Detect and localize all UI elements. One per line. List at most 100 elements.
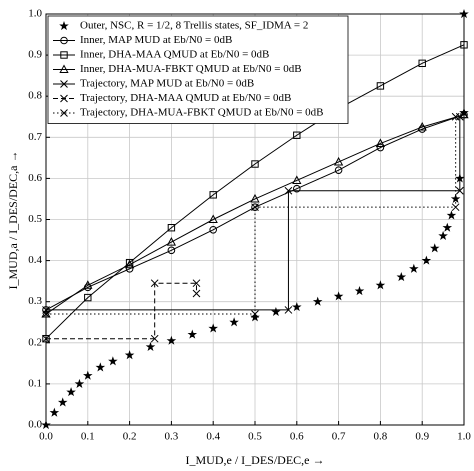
- x-tick-label: 0.8: [374, 431, 388, 443]
- marker: [208, 214, 218, 223]
- y-tick-label: 0.7: [28, 131, 42, 143]
- marker: [333, 291, 344, 301]
- marker: [375, 280, 386, 290]
- marker: [292, 175, 302, 184]
- marker: [459, 107, 469, 117]
- marker: [41, 308, 51, 318]
- legend-marker: [59, 64, 69, 73]
- y-tick-label: 0.4: [28, 254, 42, 266]
- marker: [150, 334, 159, 343]
- y-axis-label: I_MUD,a / I_DES/DEC,a →: [6, 151, 20, 290]
- marker: [376, 143, 385, 152]
- marker: [187, 329, 198, 339]
- legend-label: Inner, DHA-MUA-FBKT QMUD at Eb/N0 = 0dB: [80, 63, 302, 75]
- marker: [442, 222, 453, 232]
- marker: [354, 285, 365, 296]
- marker: [271, 306, 281, 317]
- x-tick-label: 0.7: [332, 431, 346, 443]
- legend-marker: [60, 94, 68, 103]
- legend-label: Trajectory, DHA-MAA QMUD at Eb/N0 = 0dB: [80, 92, 291, 104]
- series-line: [46, 282, 197, 340]
- marker: [83, 370, 93, 380]
- legend-marker: [60, 51, 68, 59]
- y-tick-label: 0.9: [28, 49, 42, 61]
- marker: [451, 112, 460, 121]
- y-tick-label: 0.0: [28, 419, 42, 431]
- marker: [334, 166, 343, 174]
- marker: [429, 243, 440, 253]
- marker: [208, 323, 218, 333]
- y-tick-label: 0.3: [28, 295, 42, 307]
- legend-marker: [60, 109, 68, 117]
- marker: [209, 191, 217, 199]
- x-tick-label: 0.3: [165, 431, 179, 443]
- marker: [124, 350, 135, 360]
- marker: [95, 362, 106, 372]
- marker: [192, 289, 201, 298]
- legend: Outer, NSC, R = 1/2, 8 Trellis states, S…: [47, 15, 349, 124]
- legend-label: Outer, NSC, R = 1/2, 8 Trellis states, S…: [80, 20, 308, 32]
- marker: [418, 59, 426, 68]
- marker: [446, 210, 457, 220]
- x-tick-label: 0.4: [206, 431, 220, 443]
- marker: [74, 378, 85, 388]
- marker: [167, 246, 176, 255]
- x-tick-label: 0.9: [415, 431, 429, 443]
- marker: [251, 310, 259, 318]
- marker: [417, 121, 427, 131]
- marker: [250, 193, 260, 203]
- marker: [293, 184, 301, 193]
- legend-marker: [59, 20, 69, 31]
- series-line: [45, 114, 465, 315]
- marker: [192, 279, 201, 288]
- y-tick-label: 0.6: [28, 172, 42, 184]
- legend-label: Inner, DHA-MAA QMUD at Eb/N0 = 0dB: [80, 49, 269, 61]
- marker: [66, 387, 76, 397]
- marker: [312, 296, 323, 306]
- series-line: [46, 116, 457, 315]
- y-tick-label: 1.0: [28, 8, 42, 20]
- marker: [41, 419, 51, 430]
- marker: [396, 272, 407, 282]
- marker: [108, 356, 118, 366]
- marker: [451, 203, 460, 212]
- x-axis-label: I_MUD,e / I_DES/DEC,e →: [186, 453, 325, 467]
- y-tick-label: 0.1: [28, 377, 42, 389]
- marker: [375, 138, 386, 147]
- marker: [49, 407, 60, 417]
- x-tick-label: 0.2: [123, 431, 137, 443]
- marker: [421, 255, 432, 265]
- marker: [251, 203, 259, 212]
- plot-frame: [45, 13, 465, 426]
- legend-marker: [60, 80, 68, 88]
- x-tick-label: 0.1: [81, 431, 95, 443]
- marker: [284, 306, 293, 314]
- marker: [124, 259, 135, 269]
- legend-marker: [60, 36, 68, 45]
- marker: [150, 279, 159, 288]
- legend-box: [47, 15, 349, 124]
- marker: [42, 310, 50, 318]
- marker: [166, 237, 177, 246]
- marker: [460, 41, 468, 49]
- x-tick-label: 0.5: [248, 431, 262, 443]
- marker: [376, 82, 385, 90]
- marker: [209, 225, 217, 234]
- marker: [167, 224, 176, 232]
- y-tick-label: 0.8: [28, 90, 42, 102]
- marker: [57, 397, 68, 407]
- y-tick-label: 0.2: [28, 336, 42, 348]
- x-tick-label: 1.0: [457, 431, 471, 443]
- marker: [145, 341, 156, 351]
- marker: [293, 131, 301, 139]
- legend-label: Inner, MAP MUD at Eb/N0 = 0dB: [80, 34, 232, 46]
- marker: [42, 334, 50, 343]
- marker: [409, 263, 419, 273]
- marker: [438, 230, 448, 241]
- marker: [455, 186, 464, 195]
- marker: [333, 156, 344, 166]
- marker: [284, 186, 293, 195]
- marker: [292, 302, 302, 312]
